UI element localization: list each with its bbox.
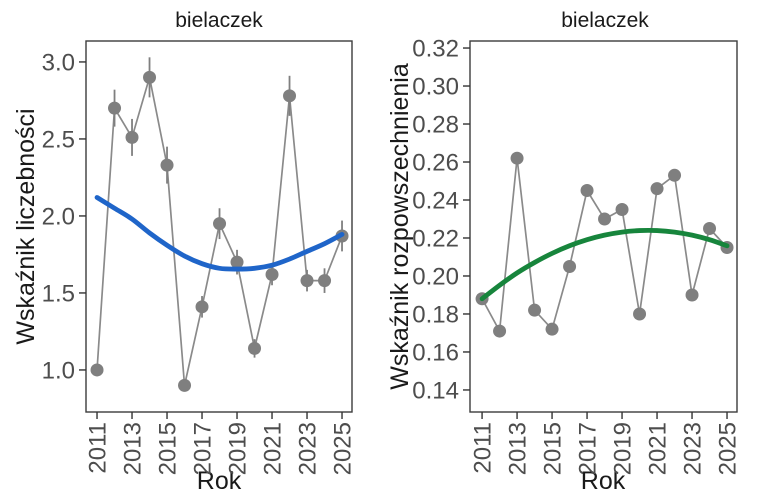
y-tick-label: 2.5 [42,126,75,153]
data-point [248,341,262,355]
data-point [265,267,279,281]
data-point [685,288,699,302]
x-tick-label: 2023 [680,422,707,475]
x-tick-label: 2011 [85,422,112,474]
data-point [510,151,524,165]
data-point [668,168,682,182]
data-point [125,130,139,144]
chart-title: bielaczek [561,9,649,32]
x-tick-label: 2017 [190,422,217,475]
panel-border [85,40,353,413]
x-tick-label: 2021 [260,422,287,475]
y-tick-label: 0.18 [412,301,459,328]
trend-line [479,227,730,302]
distribution-chart: bielaczek Wskaźnik rozpowszechnienia Rok… [386,9,742,495]
data-point [90,363,104,377]
x-tick-label: 2015 [540,422,567,475]
x-axis-title: Rok [197,467,242,495]
data-point [703,221,717,235]
data-point [195,300,209,314]
data-line [481,158,728,334]
plot-area: 1.0 1.5 2.0 2.5 3.0 2011 2013 2015 2017 2019 2021 2… [42,40,357,475]
y-tick-label: 0.26 [412,150,459,177]
panel-border [469,40,738,413]
y-tick-label: 0.22 [412,225,459,252]
y-tick-label: 0.32 [412,36,459,63]
data-point [160,158,174,172]
y-axis-title: Wskaźnik rozpowszechnienia [386,63,414,390]
data-point [615,202,629,216]
y-tick-label: 3.0 [42,49,75,76]
data-point [493,324,507,338]
x-tick-label: 2015 [155,422,182,475]
x-tick-label: 2025 [330,422,357,475]
data-point [213,217,227,231]
data-point [108,101,122,115]
y-tick-label: 1.0 [42,357,75,384]
y-tick-label: 0.14 [412,377,459,404]
x-tick-label: 2025 [715,422,742,475]
data-point [230,255,244,269]
x-tick-label: 2013 [120,422,147,475]
y-tick-label: 0.28 [412,112,459,139]
x-tick-label: 2019 [610,422,637,475]
data-point [633,307,647,321]
data-point [178,378,192,392]
x-tick-label: 2017 [575,422,602,475]
data-point [143,70,157,84]
x-tick-label: 2019 [225,422,252,475]
chart-title: bielaczek [175,9,263,32]
trend-line [94,195,345,272]
plot-area: 0.14 0.16 0.18 0.20 0.22 0.24 0.26 0.28 0.30 0.32… [412,36,741,476]
y-tick-label: 0.20 [412,263,459,290]
x-tick-label: 2023 [295,422,322,475]
data-point [650,182,664,196]
y-tick-label: 0.30 [412,74,459,101]
data-point [528,303,542,317]
data-point [545,322,559,336]
x-tick-label: 2013 [505,422,532,475]
data-point [563,259,577,273]
x-tick-label: 2021 [645,422,672,475]
y-tick-label: 0.16 [412,339,459,366]
data-point [283,89,297,103]
y-tick-label: 1.5 [42,280,75,307]
y-tick-label: 2.0 [42,203,75,230]
data-point [318,274,332,288]
abundance-chart: bielaczek Wskaźnik liczebności Rok 1.01.… [12,9,357,495]
data-point [580,184,594,198]
y-axis-title: Wskaźnik liczebności [12,108,40,344]
y-tick-label: 0.24 [412,188,459,215]
x-axis-title: Rok [581,467,626,495]
data-point [598,212,612,226]
x-tick-label: 2011 [470,422,497,474]
data-point [300,274,314,288]
